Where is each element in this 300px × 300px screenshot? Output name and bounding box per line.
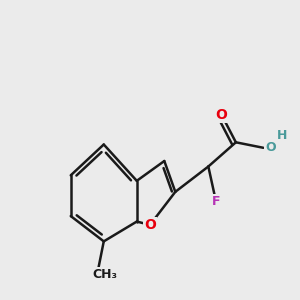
Text: H: H (277, 129, 287, 142)
Text: O: O (216, 108, 227, 122)
Text: F: F (212, 195, 220, 208)
Text: O: O (144, 218, 156, 232)
Text: CH₃: CH₃ (92, 268, 117, 281)
Text: O: O (265, 141, 276, 154)
